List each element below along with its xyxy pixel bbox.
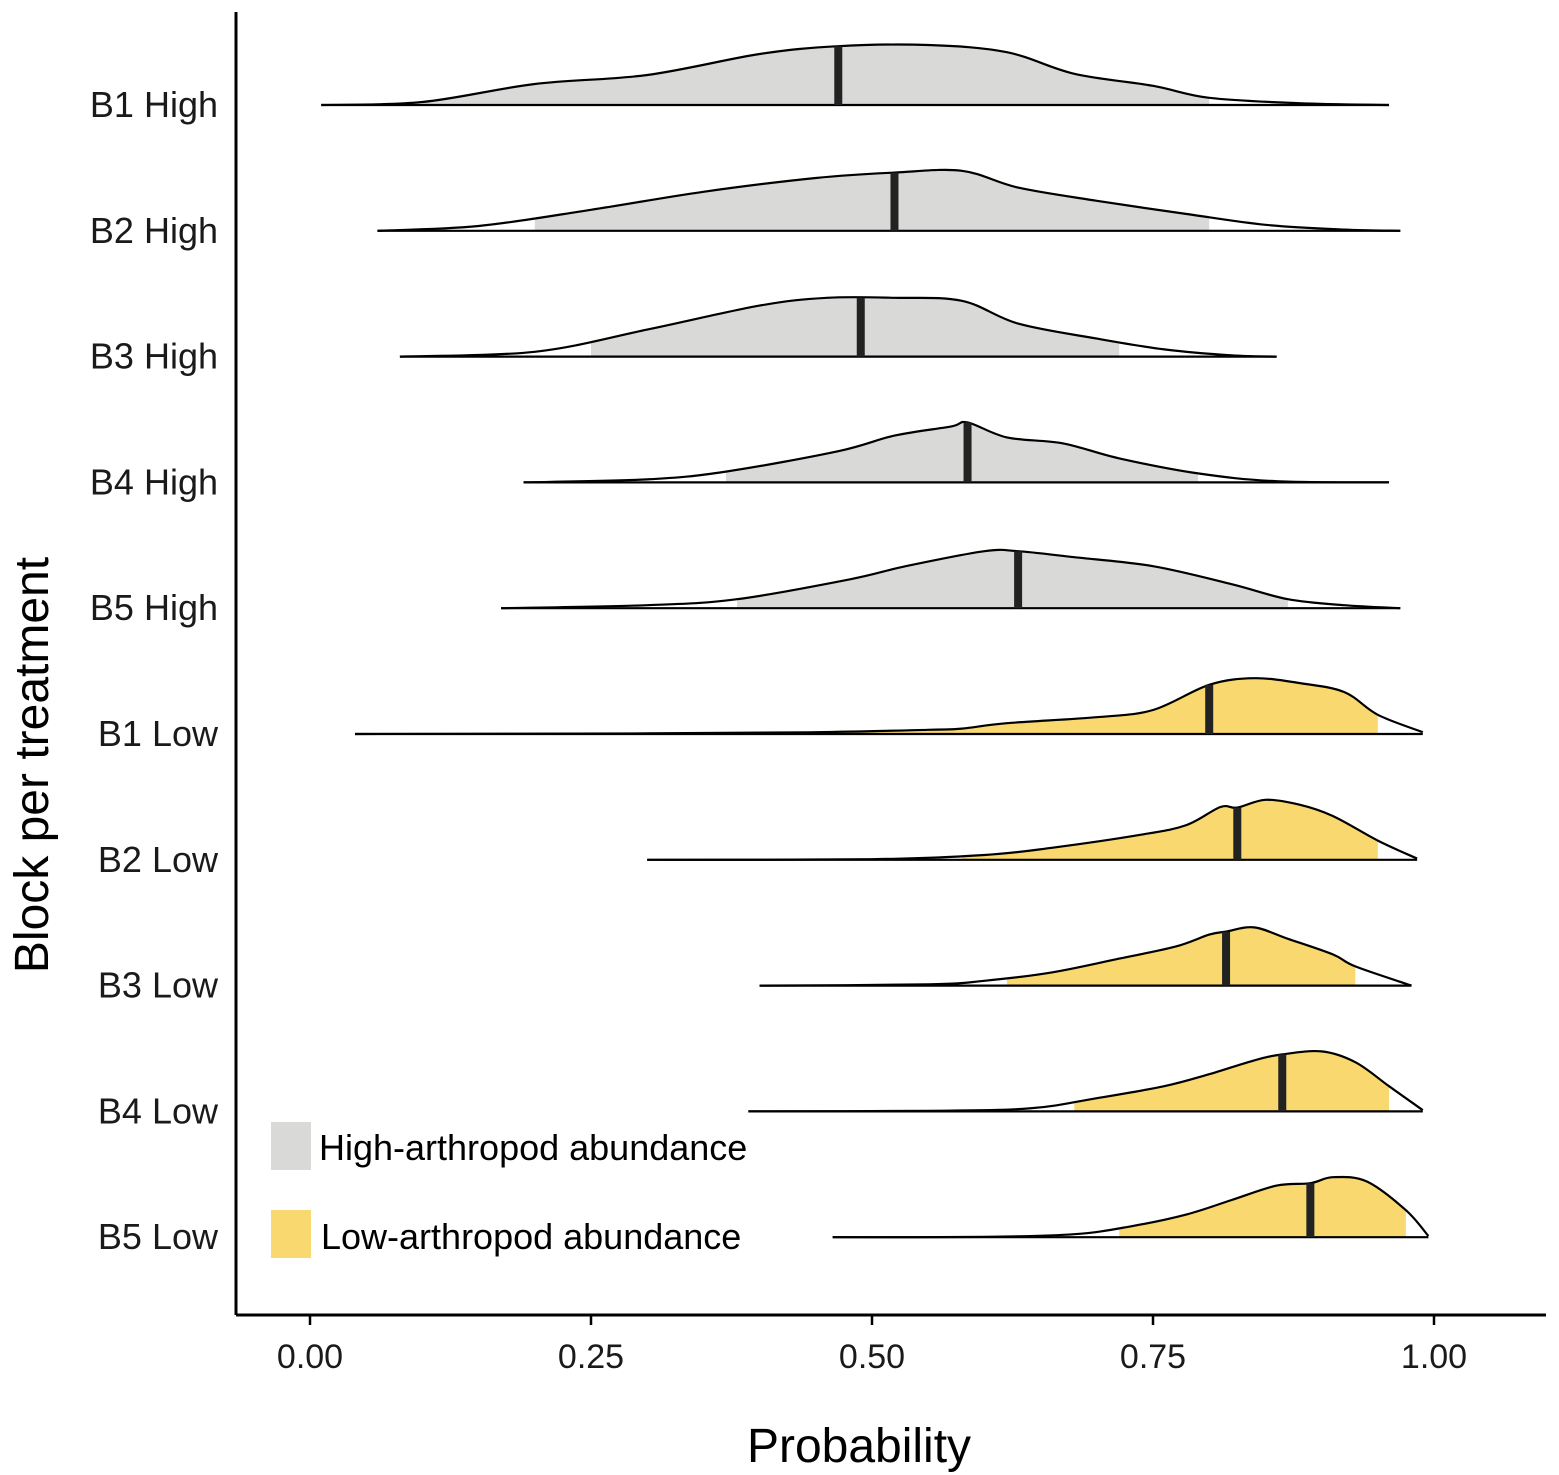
ridge-b2-low xyxy=(647,798,1418,861)
y-tick-label: B4 High xyxy=(90,461,218,502)
legend-swatch-high xyxy=(271,1122,311,1170)
y-tick-label: B5 High xyxy=(90,587,218,628)
ridge-b4-low xyxy=(748,1049,1424,1113)
ridge-density-curve xyxy=(377,168,1401,232)
y-tick-label: B2 Low xyxy=(98,839,219,880)
ridge-b5-low xyxy=(832,1175,1430,1239)
x-tick-label: 0.75 xyxy=(1120,1338,1186,1376)
ridge-b3-high xyxy=(399,296,1277,358)
x-axis-title: Probability xyxy=(747,1420,971,1473)
y-tick-label: B3 Low xyxy=(98,965,219,1006)
y-axis-category-labels: B1 High B2 High B3 High B4 High B5 High B1 Lo… xyxy=(90,84,219,1257)
ridge-b2-high xyxy=(377,168,1401,232)
y-tick-label: B4 Low xyxy=(98,1090,219,1131)
ridge-interval-area xyxy=(591,297,1120,357)
x-tick-label: 0.50 xyxy=(839,1338,905,1376)
y-axis-title: Block per treatment xyxy=(6,557,59,973)
x-tick-label: 0.25 xyxy=(558,1338,624,1376)
y-tick-label: B3 High xyxy=(90,336,218,377)
ridge-b4-high xyxy=(523,420,1390,484)
x-axis-ticks: 0.00 0.25 0.50 0.75 1.00 xyxy=(277,1315,1467,1376)
y-tick-label: B1 Low xyxy=(98,713,219,754)
ridge-interval-area xyxy=(534,169,1210,231)
x-tick-label: 1.00 xyxy=(1401,1338,1467,1376)
legend-swatch-low xyxy=(271,1210,311,1258)
ridge-interval-area xyxy=(1119,1176,1406,1238)
x-tick-label: 0.00 xyxy=(277,1338,343,1376)
ridge-interval-area xyxy=(647,678,1378,734)
ridge-b1-high xyxy=(321,43,1390,107)
ridge-density-curve xyxy=(759,926,1412,987)
ridge-b3-low xyxy=(759,926,1412,987)
legend-label-high: High-arthropod abundance xyxy=(319,1127,747,1168)
legend-label-low: Low-arthropod abundance xyxy=(321,1216,741,1257)
ridge-density-curve xyxy=(501,548,1401,610)
ridge-interval-area xyxy=(725,421,1198,483)
ridges-layer xyxy=(321,43,1430,1239)
ridge-interval-area xyxy=(1006,927,1356,986)
ridge-density-curve xyxy=(399,296,1277,358)
ridge-density-curve xyxy=(523,420,1390,484)
legend: High-arthropod abundance Low-arthropod a… xyxy=(271,1122,747,1258)
ridge-b5-high xyxy=(501,548,1401,610)
ridge-density-curve xyxy=(321,43,1390,107)
ridge-interval-area xyxy=(1074,1051,1389,1112)
y-tick-label: B5 Low xyxy=(98,1216,219,1257)
ridge-density-curve xyxy=(647,798,1418,861)
ridge-b1-low xyxy=(354,677,1424,736)
ridge-interval-area xyxy=(737,549,1288,609)
y-tick-label: B2 High xyxy=(90,210,218,251)
y-tick-label: B1 High xyxy=(90,84,218,125)
ridge-interval-area xyxy=(422,44,1210,105)
